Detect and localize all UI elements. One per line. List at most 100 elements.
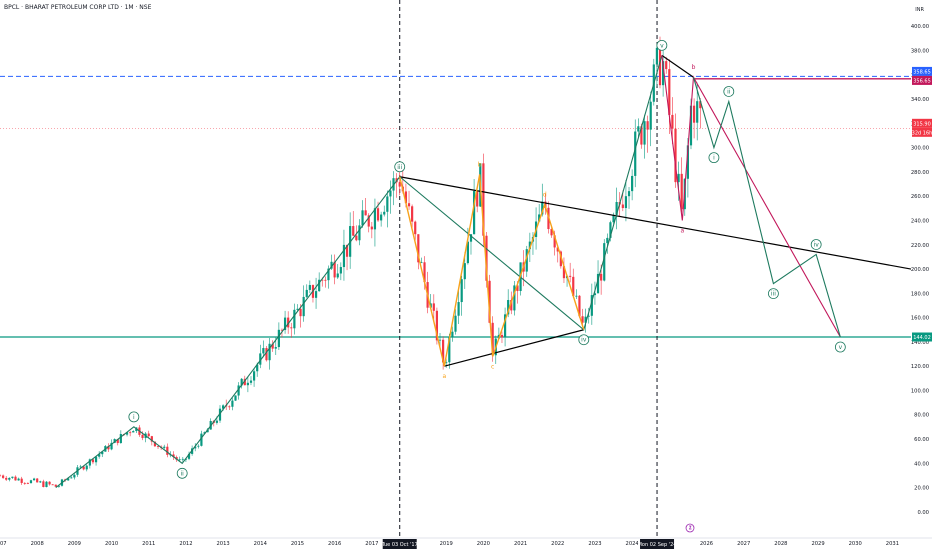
candle: [624, 179, 628, 222]
candle-body: [206, 429, 209, 433]
candle: [420, 257, 423, 264]
candle-body: [355, 235, 358, 241]
candle-body: [596, 273, 600, 294]
wave-label-text: a: [680, 227, 684, 234]
candle: [166, 443, 169, 458]
x-tick-label: 2023: [588, 541, 601, 547]
candle-body: [265, 348, 268, 361]
wave-label: c: [491, 363, 494, 370]
candle-body: [345, 244, 349, 257]
candle: [0, 474, 2, 477]
candle-body: [8, 477, 11, 480]
wave-label: d: [543, 192, 547, 199]
y-tick-label: 400.00: [911, 24, 929, 30]
candle-body: [609, 222, 612, 238]
candle-body: [674, 128, 677, 183]
candle-body: [299, 308, 302, 317]
price-label-text: 144.02: [913, 335, 931, 341]
candle: [646, 115, 649, 153]
candle-body: [141, 434, 144, 439]
candle: [268, 338, 271, 370]
candle-body: [472, 191, 476, 235]
candle-body: [383, 211, 386, 215]
candle: [631, 169, 634, 201]
x-tick-label: 2027: [737, 541, 750, 547]
candle: [569, 262, 572, 283]
x-tick-label: 2020: [477, 541, 490, 547]
candle-body: [262, 348, 265, 354]
candle-body: [569, 275, 572, 277]
wave-label: i: [708, 152, 720, 164]
candle: [265, 346, 268, 362]
candle-body: [249, 380, 253, 383]
candle-body: [98, 454, 101, 457]
wave-label: i: [128, 411, 140, 423]
candle: [370, 221, 373, 239]
candle: [442, 336, 445, 370]
candle: [417, 234, 420, 270]
candle: [36, 477, 39, 483]
candle-body: [107, 446, 110, 450]
candle: [593, 281, 597, 305]
wave-label-text: b: [692, 64, 696, 71]
candle: [290, 322, 293, 338]
candle: [70, 475, 73, 479]
candle-body: [246, 382, 249, 386]
candle-body: [668, 69, 671, 115]
candle-body: [665, 61, 668, 70]
candle: [51, 484, 54, 486]
candle: [144, 432, 147, 443]
x-axis-ticks: 2007 2008 2009 2010 2011 2012 2013 2014 2015 2016…: [0, 541, 899, 547]
candle-body: [686, 145, 689, 179]
candle-body: [649, 101, 652, 130]
candle-body: [578, 295, 581, 317]
candle: [98, 451, 101, 459]
candle-body: [150, 436, 153, 442]
candle: [581, 308, 584, 325]
candle-body: [621, 204, 624, 209]
wave-label-circle: [128, 411, 140, 423]
candle-body: [562, 266, 566, 279]
wave-label-text: iii: [771, 291, 776, 298]
candle: [562, 257, 566, 283]
candle-body: [271, 343, 274, 349]
candle: [163, 444, 166, 450]
wave-label-circle: [176, 467, 188, 479]
candle-body: [85, 465, 88, 470]
candle: [392, 171, 395, 206]
candle-body: [646, 121, 649, 130]
candle: [572, 268, 575, 298]
candle-body: [79, 466, 82, 468]
wave-label-text: c: [491, 363, 494, 370]
y-tick-label: 260.00: [911, 194, 929, 200]
candle-body: [14, 476, 17, 481]
candle-body: [197, 445, 200, 447]
candle-body: [491, 322, 494, 356]
wave-label-circle: [834, 341, 846, 353]
candle: [94, 456, 98, 466]
abc-wave-magenta: [661, 55, 841, 338]
candle-body: [541, 201, 544, 215]
candle-body: [153, 441, 157, 447]
candle-body: [296, 308, 299, 310]
candle-body: [73, 474, 76, 478]
candle: [345, 244, 349, 271]
candle-body: [658, 47, 662, 86]
candle: [234, 395, 237, 402]
wave-label-text: ii: [727, 88, 731, 95]
candle-body: [308, 285, 311, 290]
candle: [655, 45, 659, 87]
candle: [380, 211, 383, 227]
candle-body: [330, 261, 333, 269]
wave-label: a: [680, 227, 684, 234]
date-marker-label: Mon 02 Sep '24: [638, 539, 676, 549]
candle-body: [234, 395, 237, 401]
wave-label-text: v: [839, 344, 843, 351]
candle-body: [45, 481, 48, 487]
candle-body: [268, 343, 271, 361]
y-tick-label: 200.00: [911, 267, 929, 273]
wave-label-text: d: [543, 192, 547, 199]
candle-body: [280, 329, 284, 331]
candle-body: [420, 262, 423, 264]
